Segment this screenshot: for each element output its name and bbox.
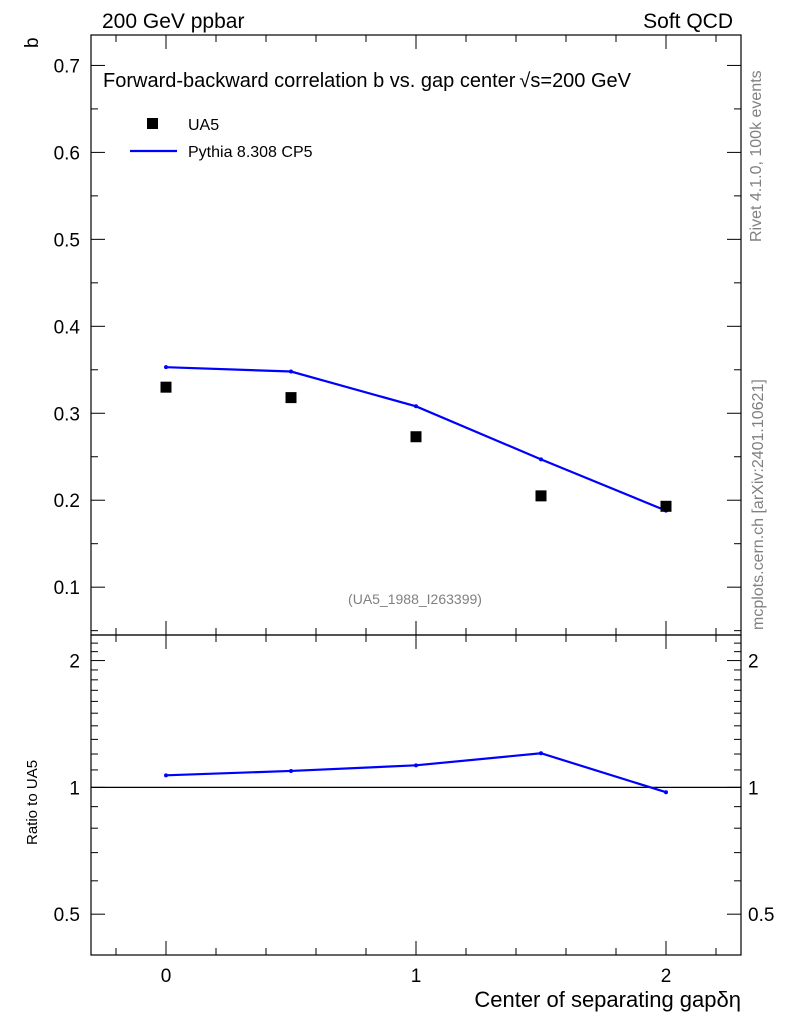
pythia-point — [164, 365, 168, 370]
ratio-pythia-point — [664, 790, 668, 795]
header-left-label: 200 GeV ppbar — [102, 10, 244, 33]
main-axis-ticks — [91, 35, 741, 635]
ua5-point — [160, 381, 172, 393]
header-right-label: Soft QCD — [643, 10, 733, 33]
ytick-label: 0.3 — [54, 404, 80, 425]
rivet-label: Rivet 4.1.0, 100k events — [748, 70, 765, 242]
ratio-ytick-label-right: 1 — [748, 778, 759, 799]
ratio-ytick-label-left: 0.5 — [54, 905, 80, 926]
legend-label-pythia: Pythia 8.308 CP5 — [188, 144, 313, 161]
xtick-labels: 0 1 2 — [161, 966, 672, 987]
xlabel: Center of separating gapδη — [474, 987, 741, 1012]
mcplots-label: mcplots.cern.ch [arXiv:2401.10621] — [750, 379, 767, 630]
legend-label-ua5: UA5 — [188, 117, 219, 134]
ytick-label: 0.6 — [54, 143, 80, 164]
ratio-pythia-point — [414, 763, 418, 768]
ratio-frame — [90, 634, 742, 956]
main-ytick-labels: 0.1 0.2 0.3 0.4 0.5 0.6 0.7 — [54, 56, 81, 599]
chart-title: Forward-backward correlation b vs. gap c… — [103, 70, 632, 92]
pythia-point — [289, 369, 293, 374]
xtick-label: 0 — [161, 966, 172, 987]
main-ylabel: b — [22, 37, 43, 48]
ratio-ytick-label-left: 2 — [69, 652, 80, 673]
xtick-label: 2 — [661, 966, 672, 987]
ratio-pythia-point — [289, 768, 293, 773]
ratio-ytick-label-right: 0.5 — [748, 905, 774, 926]
ratio-data-marks — [91, 751, 741, 795]
ytick-label: 0.1 — [54, 578, 80, 599]
ua5-point — [285, 392, 297, 404]
ratio-ytick-labels: 0.5 0.5 1 1 2 2 — [54, 652, 775, 927]
ratio-pythia-line — [165, 752, 667, 794]
main-data-marks — [160, 365, 672, 513]
ua5-point — [660, 500, 672, 512]
ratio-axis-ticks — [91, 634, 741, 956]
xtick-label: 1 — [411, 966, 422, 987]
ytick-label: 0.7 — [54, 56, 80, 77]
pythia-point — [414, 404, 418, 409]
ratio-ytick-label-left: 1 — [69, 778, 80, 799]
ytick-label: 0.4 — [54, 317, 81, 338]
ratio-pythia-point — [164, 773, 168, 778]
analysis-annotation: (UA5_1988_I263399) — [348, 591, 482, 607]
ua5-point — [535, 490, 547, 502]
ratio-pythia-point — [539, 751, 543, 756]
pythia-point — [539, 457, 543, 462]
ytick-label: 0.5 — [54, 230, 80, 251]
ratio-ylabel: Ratio to UA5 — [24, 760, 41, 845]
legend-marker-ua5 — [147, 118, 158, 129]
ua5-point — [410, 431, 422, 443]
ratio-ytick-label-right: 2 — [748, 652, 759, 673]
ytick-label: 0.2 — [54, 491, 80, 512]
